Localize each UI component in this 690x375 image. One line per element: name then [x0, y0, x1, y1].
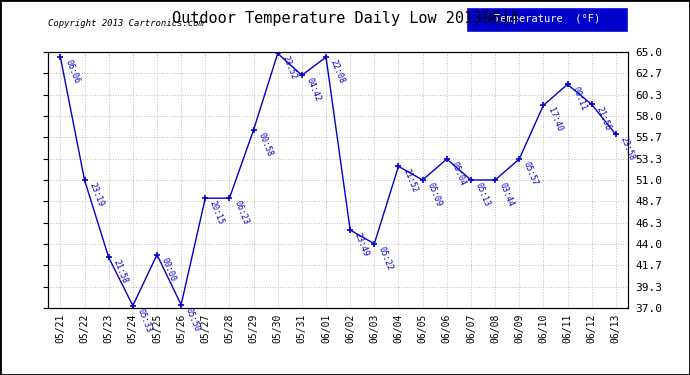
Text: 22:08: 22:08 [329, 58, 346, 85]
Text: 05:57: 05:57 [522, 160, 540, 187]
Text: 23:58: 23:58 [619, 136, 636, 162]
Text: 05:22: 05:22 [377, 245, 395, 272]
Text: 23:52: 23:52 [281, 55, 298, 81]
Text: 23:19: 23:19 [88, 182, 105, 208]
Text: 21:56: 21:56 [595, 106, 612, 132]
Text: 20:15: 20:15 [208, 200, 226, 226]
Text: 05:04: 05:04 [450, 160, 467, 187]
Text: 05:50: 05:50 [184, 306, 201, 333]
Text: 21:52: 21:52 [402, 168, 419, 194]
Text: 05:09: 05:09 [426, 182, 443, 208]
Text: 17:40: 17:40 [546, 107, 564, 133]
Text: 05:33: 05:33 [136, 307, 153, 334]
Text: 23:49: 23:49 [353, 231, 371, 258]
FancyBboxPatch shape [466, 7, 628, 32]
Text: 03:44: 03:44 [498, 182, 515, 208]
Text: 00:00: 00:00 [160, 256, 177, 283]
Text: 06:23: 06:23 [233, 200, 250, 226]
Text: Copyright 2013 Cartronics.com: Copyright 2013 Cartronics.com [48, 20, 204, 28]
Text: Temperature  (°F): Temperature (°F) [493, 14, 600, 24]
Text: 00:11: 00:11 [571, 86, 588, 112]
Text: Outdoor Temperature Daily Low 20130614: Outdoor Temperature Daily Low 20130614 [172, 11, 518, 26]
Text: 05:13: 05:13 [474, 182, 491, 208]
Text: 21:58: 21:58 [112, 259, 129, 285]
Text: 00:58: 00:58 [257, 131, 274, 158]
Text: 04:42: 04:42 [305, 76, 322, 103]
Text: 06:06: 06:06 [63, 58, 81, 85]
